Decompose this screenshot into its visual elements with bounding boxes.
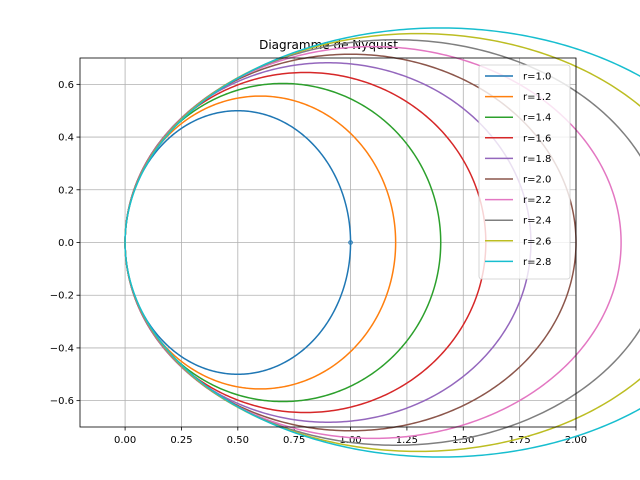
x-tick-label: 1.25 — [396, 435, 418, 446]
plot-frame — [79, 57, 577, 428]
legend-label: r=2.6 — [523, 236, 551, 247]
y-tick-label: 0.0 — [58, 238, 74, 249]
critical-point-marker — [348, 240, 353, 245]
x-tick-label: 0.00 — [114, 435, 136, 446]
x-tick-label: 2.00 — [565, 435, 587, 446]
y-tick-label: −0.2 — [50, 291, 74, 302]
x-tick-label: 0.50 — [227, 435, 249, 446]
series-layer — [124, 27, 640, 458]
x-tick-label: 1.50 — [452, 435, 474, 446]
y-tick-label: −0.4 — [50, 343, 74, 354]
legend-label: r=2.4 — [523, 216, 551, 227]
x-tick-label: 0.75 — [283, 435, 305, 446]
legend-label: r=2.2 — [523, 195, 551, 206]
legend-label: r=1.8 — [523, 154, 551, 165]
legend-label: r=1.6 — [523, 133, 551, 144]
x-tick-label: 1.75 — [509, 435, 531, 446]
x-tick-label: 0.25 — [170, 435, 192, 446]
series-curve — [124, 109, 352, 376]
legend-label: r=1.0 — [523, 72, 551, 83]
legend-label: r=1.4 — [523, 113, 551, 124]
x-tick-label: 1.00 — [339, 435, 361, 446]
axis-ticks: 0.00 0.25 0.50 0.75 1.00 1.25 1.50 1.75 2.00 −0.6… — [50, 80, 587, 446]
y-tick-label: 0.4 — [58, 133, 74, 144]
legend-label: r=2.8 — [523, 257, 551, 268]
y-tick-label: −0.6 — [50, 396, 74, 407]
legend-label: r=1.2 — [523, 92, 551, 103]
legend-box — [478, 64, 571, 280]
legend: r=1.0 r=1.2 r=1.4 r=1.6 r=1.8 r=2.0 r=2.2 r=2.4… — [478, 64, 571, 280]
series-curve — [124, 82, 442, 403]
series-curve — [124, 27, 640, 458]
legend-label: r=2.0 — [523, 175, 551, 186]
y-tick-label: 0.2 — [58, 185, 74, 196]
series-curve — [124, 95, 397, 390]
y-tick-label: 0.6 — [58, 80, 74, 91]
